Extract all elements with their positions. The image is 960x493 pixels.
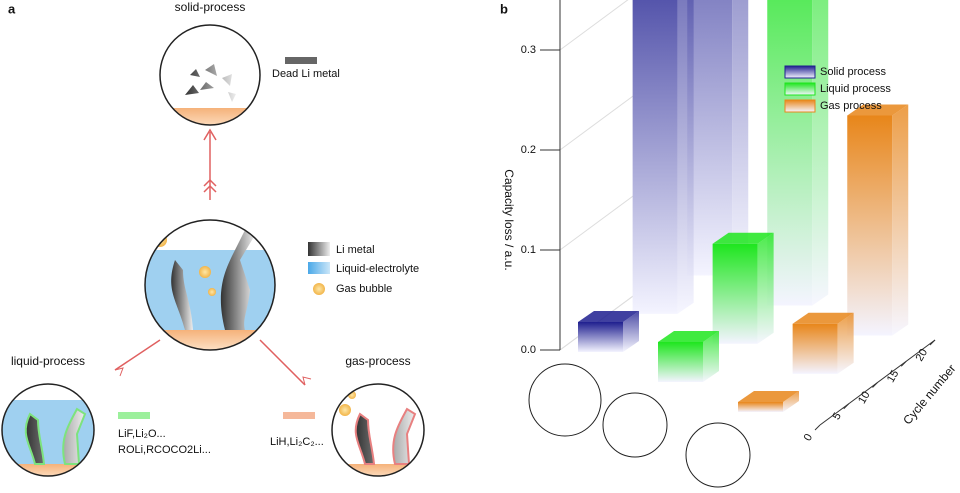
legend-label: Liquid-electrolyte: [336, 263, 419, 275]
gas-circle: [332, 391, 424, 476]
y-tick-label: 0.3: [521, 44, 536, 56]
bar-front: [767, 0, 813, 306]
bar: [658, 331, 719, 382]
bar: [712, 232, 774, 344]
panel-label: a: [8, 1, 16, 16]
bar: [578, 311, 639, 352]
z-tick: [929, 339, 936, 346]
bar-side: [837, 312, 854, 374]
bar-front: [792, 323, 838, 374]
bar-top: [792, 312, 854, 324]
bar: [767, 0, 829, 306]
legend-swatch: [784, 99, 816, 113]
z-tick-label: 10: [856, 389, 873, 406]
z-axis-label: Cycle number: [900, 362, 958, 428]
z-tick-label: 5: [830, 411, 843, 422]
z-tick-label: 0: [802, 432, 815, 443]
z-tick: [814, 424, 821, 431]
z-tick-label: 15: [885, 368, 902, 385]
legend-label: Liquid process: [820, 83, 891, 95]
z-tick: [872, 382, 878, 388]
y-tick-label: 0.1: [521, 244, 536, 256]
bar: [687, 0, 749, 276]
bar-top: [738, 391, 799, 402]
bar-top: [712, 232, 774, 244]
z-tick: [843, 403, 850, 410]
bar: [847, 104, 909, 336]
bar-side: [812, 0, 829, 306]
panel-b: b Capacity loss / a.u. Cycle number 0.0 0…: [500, 0, 959, 488]
process-title: solid-process: [175, 0, 246, 14]
bar-front: [578, 322, 623, 352]
y-axis-label: Capacity loss / a.u.: [502, 169, 516, 270]
product-text: LiH,Li₂C₂...: [270, 436, 324, 448]
bar-side: [892, 104, 909, 336]
thumb-circle: [685, 422, 751, 488]
legend-label: Solid process: [820, 66, 887, 78]
legend-swatch: [784, 65, 816, 79]
center-circle: [145, 220, 275, 350]
solid-circle: [160, 64, 260, 125]
bar-side: [783, 391, 799, 412]
thumb-circle: [528, 363, 602, 437]
z-tick-label: 20: [914, 347, 931, 364]
grid-line: [559, 0, 629, 51]
bar-front: [632, 0, 678, 314]
legend-label: Li metal: [336, 244, 375, 256]
y-tick-label: 0.2: [521, 144, 536, 156]
legend-swatch: [784, 82, 816, 96]
panel-label: b: [500, 1, 508, 16]
bar-side: [732, 0, 749, 276]
bar-front: [738, 402, 783, 412]
y-tick-label: 0.0: [521, 344, 536, 356]
bar-side: [623, 311, 639, 352]
bar-front: [687, 0, 733, 276]
bar: [738, 391, 799, 412]
product-text: ROLi,RCOCO2Li...: [118, 444, 211, 456]
bar-front: [712, 243, 758, 344]
bar-front: [847, 115, 893, 336]
legend-label: Gas process: [820, 100, 882, 112]
liquid-circle: [2, 400, 94, 476]
bar-front: [658, 342, 703, 382]
bar-side: [757, 232, 774, 344]
process-title: liquid-process: [11, 354, 85, 368]
bar-side: [703, 331, 719, 382]
bar-top: [578, 311, 639, 322]
legend-label: Dead Li metal: [272, 68, 340, 80]
product-text: LiF,Li₂O...: [118, 428, 166, 440]
bar-top: [847, 104, 909, 116]
panel-a: a solid-process Dead Li metal Li metal L…: [1, 0, 425, 477]
process-title: gas-process: [345, 354, 410, 368]
bar: [632, 0, 694, 314]
bar-side: [677, 0, 694, 314]
z-tick: [900, 360, 907, 367]
bar: [792, 312, 854, 374]
thumb-circle: [602, 392, 668, 458]
bar-top: [658, 331, 719, 342]
legend-label: Gas bubble: [336, 283, 392, 295]
